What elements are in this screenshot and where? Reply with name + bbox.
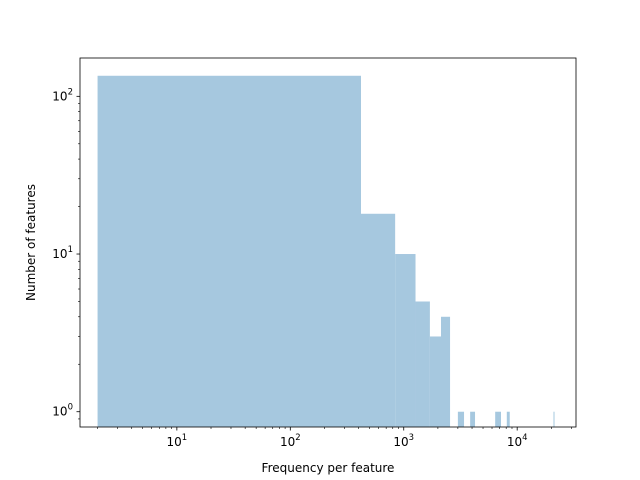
x-tick-label-exponent: 4: [522, 433, 527, 443]
y-axis-label: Number of features: [24, 184, 38, 301]
x-tick-label-base: 10: [393, 435, 408, 449]
x-tick-label: 103: [393, 433, 414, 449]
y-tick-label: 102: [52, 87, 73, 103]
histogram-bars: [97, 75, 555, 428]
x-tick-label: 102: [280, 433, 301, 449]
x-tick-label: 104: [507, 433, 528, 449]
x-axis-label: Frequency per feature: [262, 461, 395, 475]
histogram-bar: [440, 316, 451, 427]
histogram-bar: [429, 336, 441, 427]
x-tick-label-exponent: 2: [295, 433, 300, 443]
histogram-bar: [457, 411, 465, 427]
y-tick-label-base: 10: [52, 89, 67, 103]
histogram-bar: [470, 411, 476, 427]
histogram-bar: [97, 75, 361, 428]
y-tick-label-exponent: 2: [68, 87, 73, 97]
x-tick-label-base: 10: [280, 435, 295, 449]
histogram-bar: [395, 254, 416, 427]
y-tick-label-exponent: 0: [68, 403, 73, 413]
histogram-bar: [553, 411, 555, 427]
histogram-bar: [495, 411, 501, 427]
y-tick-label-base: 10: [52, 247, 67, 261]
y-tick-label-base: 10: [52, 405, 67, 419]
histogram-bar: [506, 411, 510, 427]
x-tick-label-base: 10: [507, 435, 522, 449]
histogram-bar: [361, 213, 396, 427]
y-tick-label: 100: [52, 403, 73, 419]
histogram-bar: [415, 301, 430, 427]
x-tick-label: 101: [167, 433, 188, 449]
plot-frame: [79, 57, 577, 428]
y-tick-label-exponent: 1: [68, 245, 73, 255]
y-tick-label: 101: [52, 245, 73, 261]
x-tick-label-exponent: 3: [409, 433, 414, 443]
x-tick-label-base: 10: [167, 435, 182, 449]
x-tick-label-exponent: 1: [182, 433, 187, 443]
